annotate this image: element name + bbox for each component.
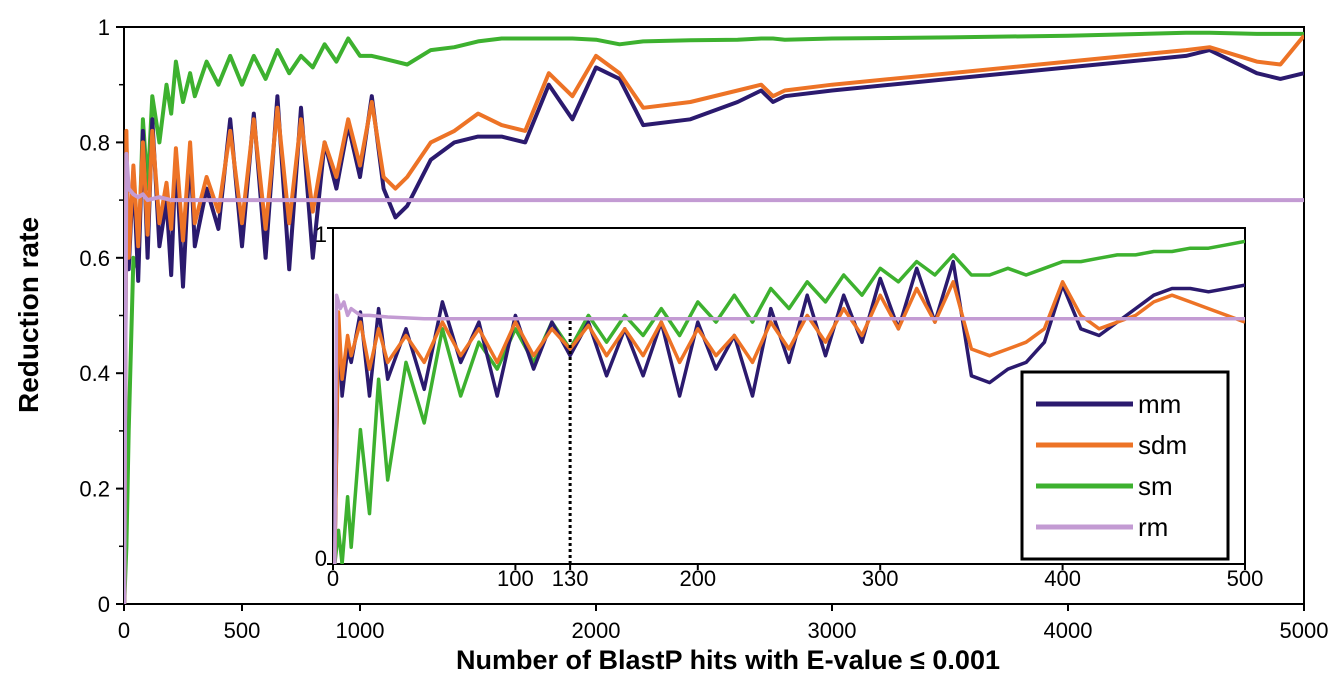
inset-x-tick-label: 200 — [679, 566, 716, 591]
legend-label-sdm: sdm — [1138, 430, 1187, 460]
inset-x-tick-label: 300 — [862, 566, 899, 591]
y-tick-label: 0.4 — [79, 361, 110, 386]
main-series — [124, 30, 1304, 604]
inset-x-tick-label: 500 — [1227, 566, 1264, 591]
main-series-line-mm — [124, 48, 1304, 604]
inset-y-tick-label: 1 — [315, 222, 327, 247]
x-axis-title: Number of BlastP hits with E-value ≤ 0.0… — [456, 645, 1000, 675]
legend: mm sdm sm rm — [1020, 370, 1230, 561]
x-tick-label: 3000 — [808, 618, 857, 643]
inset-x-tick-label: 130 — [552, 566, 589, 591]
inset-series-line-sdm — [333, 280, 1245, 564]
y-tick-label: 0.8 — [79, 130, 110, 155]
main-series-line-rm — [124, 151, 1304, 604]
inset-series — [333, 239, 1245, 564]
y-tick-label: 0.2 — [79, 477, 110, 502]
legend-label-rm: rm — [1138, 512, 1168, 542]
legend-label-sm: sm — [1138, 471, 1173, 501]
x-tick-label: 1000 — [336, 618, 385, 643]
y-axis-title: Reduction rate — [13, 217, 44, 413]
y-tick-label: 1 — [98, 15, 110, 40]
inset-x-tick-label: 400 — [1044, 566, 1081, 591]
inset-x-ticks: 0 100 130 200 300 400 500 — [327, 564, 1263, 591]
inset-x-tick-label: 0 — [327, 566, 339, 591]
x-tick-label: 500 — [224, 618, 261, 643]
main-y-ticks: 0 0.2 0.4 0.6 0.8 1 — [79, 15, 124, 617]
y-tick-label: 0.6 — [79, 246, 110, 271]
y-tick-label: 0 — [98, 592, 110, 617]
legend-box — [1020, 370, 1230, 561]
x-tick-label: 2000 — [572, 618, 621, 643]
main-series-line-sm — [124, 30, 1304, 604]
legend-label-mm: mm — [1138, 389, 1181, 419]
x-tick-label: 4000 — [1044, 618, 1093, 643]
inset-series-line-sm — [333, 239, 1245, 564]
inset-x-tick-label: 100 — [497, 566, 534, 591]
inset-y-tick-label: 0 — [315, 546, 327, 571]
x-tick-label: 0 — [118, 618, 130, 643]
inset-series-line-rm — [333, 293, 1245, 564]
main-x-ticks: 0 500 1000 2000 3000 4000 5000 — [118, 604, 1329, 643]
x-tick-label: 5000 — [1280, 618, 1329, 643]
main-series-line-sdm — [124, 34, 1304, 604]
